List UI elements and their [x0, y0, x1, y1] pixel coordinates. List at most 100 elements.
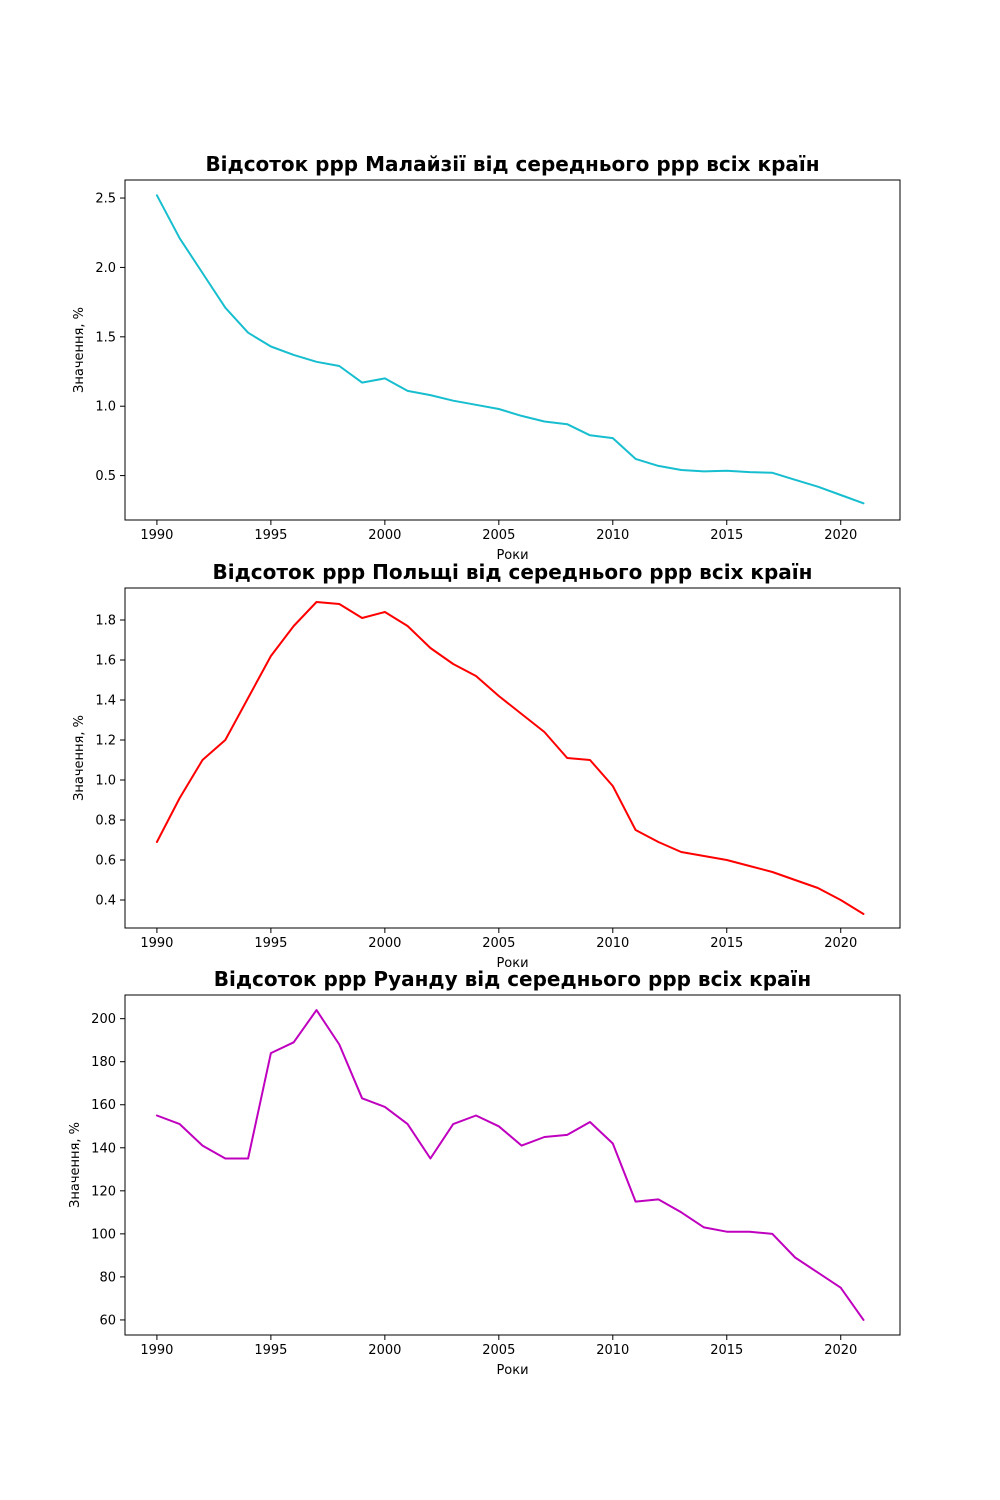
y-tick-label: 120 — [91, 1184, 116, 1199]
x-tick-label: 1995 — [254, 936, 287, 951]
data-point — [475, 1115, 477, 1117]
chart-title: Відсоток ppp Руанду від середнього ppp в… — [214, 967, 811, 991]
chart-title: Відсоток ppp Польщі від середнього ppp в… — [213, 560, 813, 584]
y-tick-label: 60 — [99, 1313, 116, 1328]
series-line — [155, 601, 865, 915]
data-point — [224, 307, 226, 309]
data-point — [179, 797, 181, 799]
data-point — [840, 1287, 842, 1289]
data-point — [863, 1319, 865, 1321]
y-tick-label: 140 — [91, 1141, 116, 1156]
x-tick-label: 2015 — [710, 936, 743, 951]
data-point — [680, 851, 682, 853]
data-point — [315, 601, 317, 603]
y-tick-label: 180 — [91, 1055, 116, 1070]
data-point — [726, 859, 728, 861]
data-point — [817, 486, 819, 488]
data-point — [589, 1121, 591, 1123]
x-tick-label: 2000 — [368, 528, 401, 543]
data-point — [361, 1097, 363, 1099]
data-point — [612, 437, 614, 439]
data-point — [771, 472, 773, 474]
chart-3: Відсоток ppp Руанду від середнього ppp в… — [68, 967, 901, 1378]
data-point — [247, 1158, 249, 1160]
data-point — [771, 871, 773, 873]
x-tick-label: 2005 — [482, 528, 515, 543]
y-tick-label: 1.6 — [95, 654, 116, 669]
x-tick-label: 2010 — [596, 528, 629, 543]
data-point — [680, 469, 682, 471]
data-point — [543, 731, 545, 733]
data-point — [498, 695, 500, 697]
plot-frame — [124, 179, 901, 521]
y-tick-label: 1.4 — [95, 694, 116, 709]
data-point — [863, 502, 865, 504]
x-tick-label: 2000 — [368, 936, 401, 951]
y-tick-label: 1.2 — [95, 734, 116, 749]
data-point — [589, 434, 591, 436]
y-tick-label: 2.5 — [95, 192, 116, 207]
data-point — [612, 785, 614, 787]
data-point — [794, 1257, 796, 1259]
data-point — [863, 913, 865, 915]
data-point — [543, 1136, 545, 1138]
data-point — [726, 470, 728, 472]
y-axis-label: Значення, % — [72, 307, 87, 393]
data-point — [156, 194, 158, 196]
data-point — [179, 237, 181, 239]
x-tick-label: 2015 — [710, 1343, 743, 1358]
x-axis-label: Роки — [496, 1363, 528, 1378]
data-point — [429, 1158, 431, 1160]
data-point — [338, 365, 340, 367]
y-axis-label: Значення, % — [68, 1122, 83, 1208]
chart-1: Відсоток ppp Малайзії від середнього ppp… — [72, 152, 901, 563]
data-point — [521, 1145, 523, 1147]
chart-title: Відсоток ppp Малайзії від середнього ppp… — [205, 152, 819, 176]
data-point — [749, 471, 751, 473]
data-point — [589, 759, 591, 761]
plot-frame — [124, 587, 901, 929]
data-point — [429, 647, 431, 649]
data-point — [270, 655, 272, 657]
data-point — [635, 829, 637, 831]
data-point — [475, 675, 477, 677]
data-point — [498, 408, 500, 410]
data-point — [315, 361, 317, 363]
data-point — [749, 1231, 751, 1233]
data-point — [703, 470, 705, 472]
data-point — [247, 697, 249, 699]
data-point — [407, 625, 409, 627]
data-point — [703, 1226, 705, 1228]
data-point — [817, 887, 819, 889]
data-point — [840, 494, 842, 496]
y-tick-label: 2.0 — [95, 261, 116, 276]
data-point — [293, 354, 295, 356]
x-tick-label: 2020 — [824, 936, 857, 951]
data-point — [384, 377, 386, 379]
y-tick-label: 1.8 — [95, 614, 116, 629]
data-point — [384, 1106, 386, 1108]
data-point — [566, 757, 568, 759]
data-point — [498, 1125, 500, 1127]
plot-frame — [124, 994, 901, 1336]
data-point — [247, 332, 249, 334]
y-tick-label: 200 — [91, 1012, 116, 1027]
data-point — [338, 1043, 340, 1045]
data-point — [817, 1272, 819, 1274]
y-tick-label: 0.6 — [95, 854, 116, 869]
data-point — [384, 611, 386, 613]
x-tick-label: 1990 — [140, 936, 173, 951]
data-point — [680, 1211, 682, 1213]
series-line — [155, 1009, 865, 1321]
y-tick-label: 0.5 — [95, 469, 116, 484]
data-point — [612, 1142, 614, 1144]
x-tick-label: 1995 — [254, 1343, 287, 1358]
y-tick-label: 1.0 — [95, 774, 116, 789]
data-point — [270, 346, 272, 348]
x-tick-label: 2015 — [710, 528, 743, 543]
data-point — [293, 625, 295, 627]
x-tick-label: 1995 — [254, 528, 287, 543]
y-tick-label: 1.5 — [95, 330, 116, 345]
x-tick-label: 2010 — [596, 936, 629, 951]
